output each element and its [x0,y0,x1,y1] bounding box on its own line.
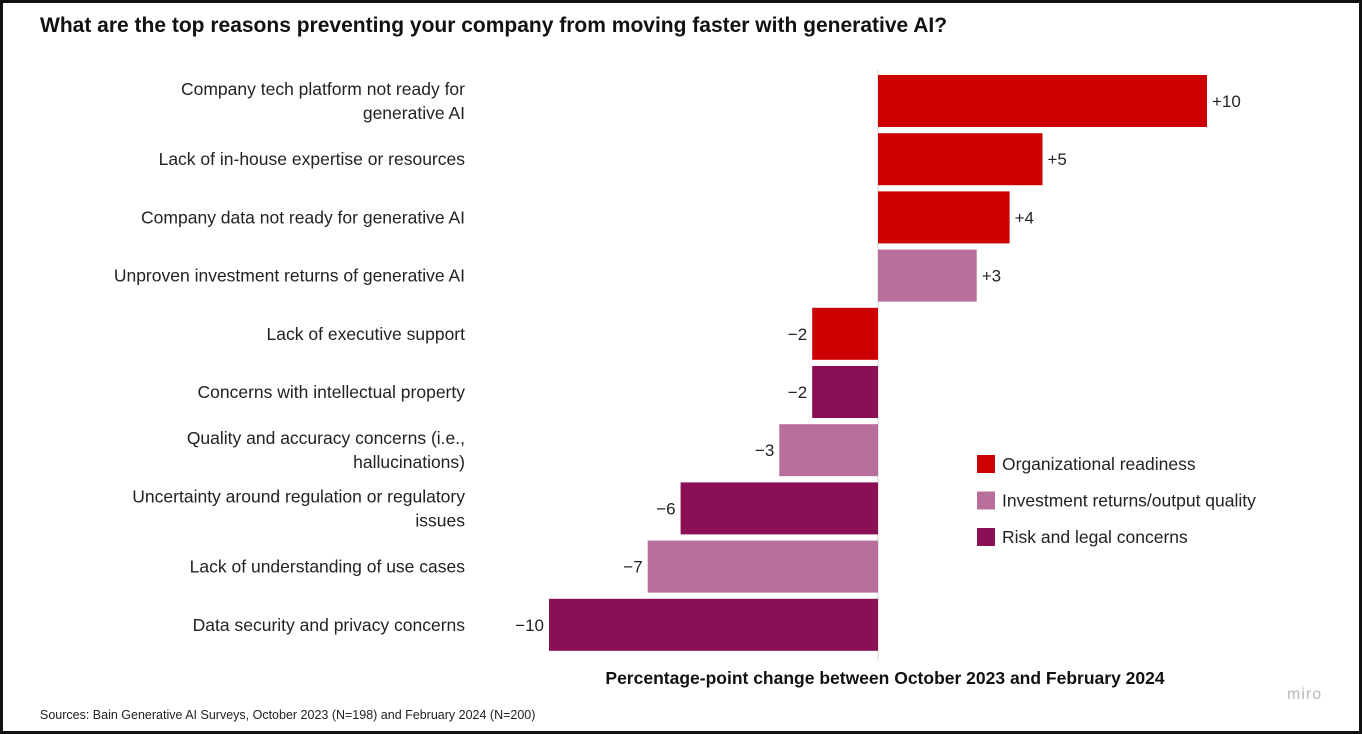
bar [779,424,878,477]
source-note: Sources: Bain Generative AI Surveys, Oct… [40,708,536,722]
category-label: Company tech platform not ready for [181,79,465,99]
data-label: −6 [656,499,675,518]
x-axis-title: Percentage-point change between October … [605,668,1164,688]
data-label: +4 [1015,208,1034,227]
bar [878,249,977,302]
legend-label: Organizational readiness [1002,454,1196,474]
data-label: −7 [623,558,642,577]
bar [878,133,1043,186]
data-label: −2 [788,325,807,344]
legend-label: Risk and legal concerns [1002,527,1188,547]
legend-swatch [977,491,995,510]
category-label: issues [415,510,465,530]
category-label: generative AI [363,103,465,123]
legend-swatch [977,528,995,546]
data-label: +5 [1048,150,1067,169]
bar [549,598,878,651]
miro-watermark: miro [1287,686,1323,703]
legend-label: Investment returns/output quality [1002,491,1256,511]
category-label: Unproven investment returns of generativ… [114,266,465,286]
category-label: Lack of executive support [267,324,466,344]
bar [878,191,1010,244]
data-label: −10 [515,616,544,635]
data-label: −2 [788,383,807,402]
bar [812,307,878,360]
bar [680,482,878,535]
chart-title: What are the top reasons preventing your… [40,14,948,37]
category-label: Data security and privacy concerns [193,615,466,635]
category-label: Company data not ready for generative AI [141,207,465,227]
bar [647,540,878,593]
data-label: −3 [755,441,774,460]
category-label: Uncertainty around regulation or regulat… [132,486,465,506]
bar [812,366,878,418]
category-label: Concerns with intellectual property [198,382,466,402]
category-label: Lack of understanding of use cases [190,557,466,577]
legend-swatch [977,455,995,473]
category-label: hallucinations) [353,452,465,472]
category-label: Quality and accuracy concerns (i.e., [187,428,465,448]
data-label: +3 [982,267,1001,286]
category-label: Lack of in-house expertise or resources [159,149,466,169]
bar [878,75,1207,127]
data-label: +10 [1212,92,1241,111]
